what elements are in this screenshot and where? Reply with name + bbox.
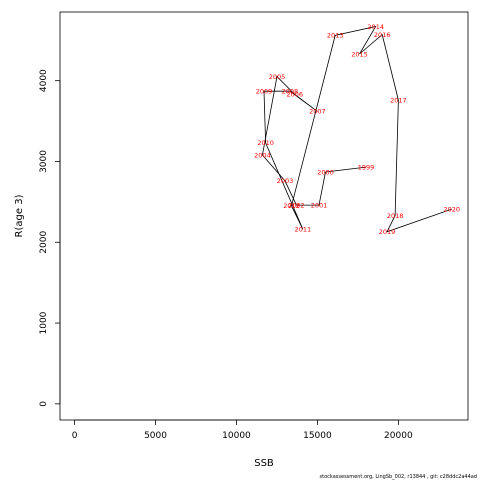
y-tick-label: 1000 (39, 311, 49, 334)
year-labels: 1999 2000 2001 2002 2003 2004 2005 2006 2007 2008… (254, 23, 460, 236)
year-label-2012: 2012 (283, 202, 300, 210)
year-label-2001: 2001 (311, 201, 328, 209)
year-label-2016: 2016 (374, 31, 391, 39)
year-label-2005: 2005 (269, 73, 286, 81)
y-tick-label: 0 (39, 401, 49, 407)
year-label-2007: 2007 (309, 108, 326, 116)
year-label-2003: 2003 (277, 177, 294, 185)
x-tick-label: 0 (72, 431, 78, 441)
year-label-2002: 2002 (288, 201, 305, 209)
plot-frame (59, 11, 469, 421)
year-label-2008: 2008 (282, 88, 299, 96)
year-label-2000: 2000 (317, 168, 334, 176)
x-tick-label: 5000 (144, 431, 167, 441)
x-axis-title: SSB (254, 458, 274, 469)
year-label-2006: 2006 (287, 91, 304, 99)
x-tick-label: 15000 (303, 431, 332, 441)
y-axis-title: R(age 3) (14, 194, 25, 237)
x-tick-label: 10000 (222, 431, 251, 441)
y-axis: 0 1000 2000 3000 4000 (39, 69, 61, 407)
x-tick-label: 20000 (384, 431, 413, 441)
year-label-2011: 2011 (295, 226, 312, 234)
y-tick-label: 2000 (39, 231, 49, 254)
year-label-2019: 2019 (379, 228, 396, 236)
year-label-2017: 2017 (390, 96, 407, 104)
year-label-2009: 2009 (256, 88, 273, 96)
footer-credit: stockassessment.org, LingSb_002, r13844 … (320, 474, 477, 480)
year-label-2004: 2004 (254, 151, 271, 159)
series-line (261, 25, 452, 233)
sr-trajectory-line (261, 25, 452, 233)
year-label-2010: 2010 (257, 139, 274, 147)
year-label-2013: 2013 (327, 32, 344, 40)
y-tick-label: 4000 (39, 69, 49, 92)
x-axis: 0 5000 10000 15000 20000 (72, 419, 413, 441)
year-label-2014: 2014 (367, 23, 384, 31)
y-tick-label: 3000 (39, 150, 49, 173)
year-label-2020: 2020 (444, 205, 461, 213)
year-label-2018: 2018 (387, 212, 404, 220)
year-label-1999: 1999 (358, 163, 375, 171)
year-label-2015: 2015 (351, 50, 368, 58)
